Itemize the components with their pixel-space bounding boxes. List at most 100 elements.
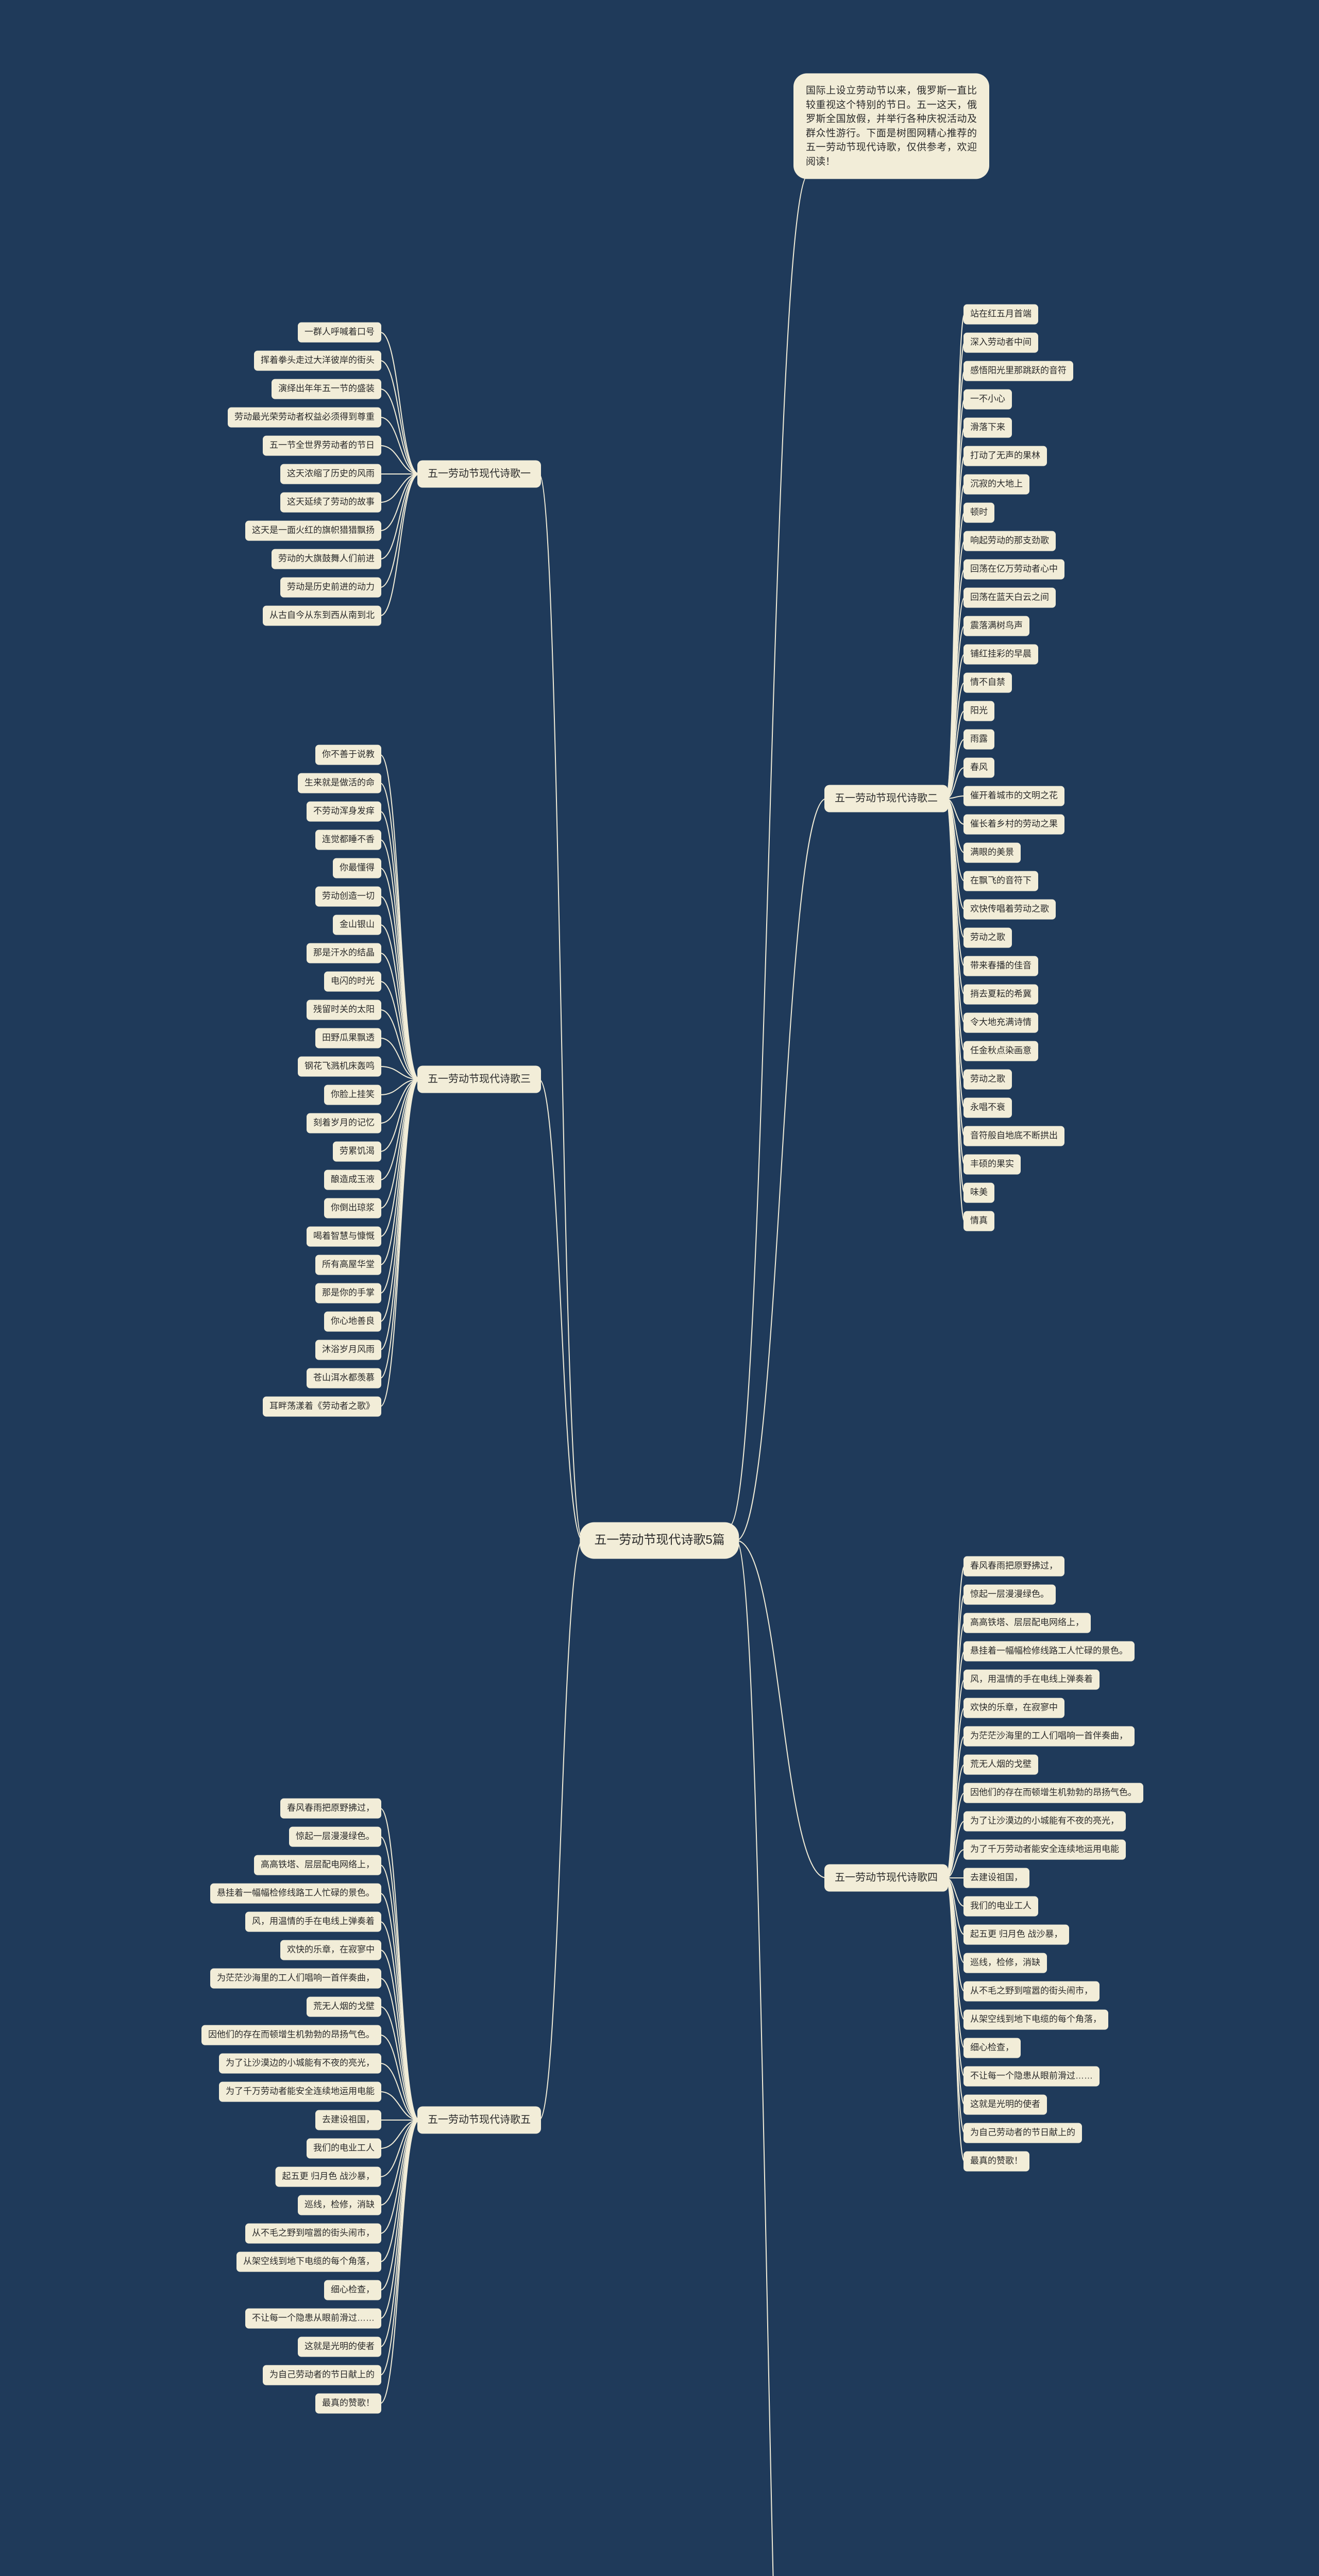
leaf: 劳动之歌 (963, 928, 1012, 948)
leaf: 细心检查， (963, 2038, 1021, 2058)
leaf: 演绎出年年五一节的盛装 (272, 379, 381, 399)
leaf: 从古自今从东到西从南到北 (263, 606, 381, 626)
leaf: 为了让沙漠边的小城能有不夜的亮光， (963, 1811, 1126, 1832)
leaf: 因他们的存在而顿增生机勃勃的昂扬气色。 (963, 1783, 1143, 1803)
leaf: 酿造成玉液 (324, 1170, 381, 1190)
leaf: 春风 (963, 758, 994, 778)
leaf: 从不毛之野到喧嚣的街头闹市， (245, 2224, 381, 2244)
leaf: 刻着岁月的记忆 (307, 1113, 381, 1133)
leaf: 滑落下来 (963, 418, 1012, 438)
leaf: 满眼的美景 (963, 843, 1021, 863)
leaf: 永唱不衰 (963, 1098, 1012, 1118)
leaf: 带来春播的佳音 (963, 956, 1038, 976)
leaf: 一不小心 (963, 389, 1012, 410)
leaf: 不让每一个隐患从眼前滑过…… (245, 2309, 381, 2329)
leaf: 震落满树鸟声 (963, 616, 1029, 636)
leaf: 从不毛之野到喧嚣的街头闹市， (963, 1981, 1100, 2002)
leaf: 雨露 (963, 730, 994, 750)
leaf: 春风春雨把原野拂过， (963, 1556, 1064, 1577)
leaf: 音符般自地底不断拱出 (963, 1126, 1064, 1146)
leaf: 劳动创造一切 (315, 887, 381, 907)
leaf: 催开着城市的文明之花 (963, 786, 1064, 806)
leaf: 沉寂的大地上 (963, 474, 1029, 495)
leaf: 细心检查， (324, 2280, 381, 2300)
leaf: 风，用温情的手在电线上弹奏着 (963, 1670, 1100, 1690)
leaf: 为茫茫沙海里的工人们唱响一首伴奏曲， (963, 1726, 1135, 1747)
leaf: 你最懂得 (333, 858, 381, 878)
leaf: 五一节全世界劳动者的节日 (263, 436, 381, 456)
leaf: 为自己劳动者的节日献上的 (963, 2123, 1082, 2143)
leaf: 你脸上挂笑 (324, 1085, 381, 1105)
leaf: 惊起一层漫漫绿色。 (289, 1827, 381, 1847)
leaf: 苍山洱水都羡慕 (307, 1368, 381, 1388)
leaf: 起五更 归月色 战沙暴， (963, 1925, 1069, 1945)
leaf: 喝着智慧与慷慨 (307, 1227, 381, 1247)
leaf: 荒无人烟的戈壁 (307, 1997, 381, 2017)
leaf: 不让每一个隐患从眼前滑过…… (963, 2066, 1100, 2087)
center-node: 五一劳动节现代诗歌5篇 (580, 1522, 739, 1559)
leaf: 挥着拳头走过大洋彼岸的街头 (254, 351, 381, 371)
leaf: 起五更 归月色 战沙暴， (276, 2167, 381, 2187)
branch-b3: 五一劳动节现代诗歌三 (417, 1066, 541, 1093)
leaf: 最真的赞歌！ (315, 2394, 381, 2414)
branch-b1: 五一劳动节现代诗歌一 (417, 461, 541, 488)
leaf: 从架空线到地下电缆的每个角落， (963, 2010, 1108, 2030)
leaf: 不劳动浑身发痒 (307, 802, 381, 822)
leaf: 味美 (963, 1183, 994, 1203)
leaf: 捎去夏耘的希冀 (963, 985, 1038, 1005)
leaf: 去建设祖国， (963, 1868, 1029, 1888)
leaf: 风，用温情的手在电线上弹奏着 (245, 1912, 381, 1932)
leaf: 沐浴岁月风雨 (315, 1340, 381, 1360)
leaf: 你不善于说教 (315, 745, 381, 765)
leaf: 为自己劳动者的节日献上的 (263, 2365, 381, 2385)
leaf: 惊起一层漫漫绿色。 (963, 1585, 1056, 1605)
leaf: 为了让沙漠边的小城能有不夜的亮光， (219, 2054, 381, 2074)
leaf: 情不自禁 (963, 673, 1012, 693)
leaf: 响起劳动的那支劲歌 (963, 531, 1056, 551)
leaf: 这就是光明的使者 (298, 2337, 381, 2357)
leaf: 我们的电业工人 (963, 1896, 1038, 1917)
leaf: 这天浓缩了历史的风雨 (280, 464, 381, 484)
leaf: 欢快的乐章，在寂寥中 (280, 1940, 381, 1960)
leaf: 悬挂着一幅幅检修线路工人忙碌的景色。 (963, 1641, 1135, 1662)
leaf: 电闪的时光 (324, 972, 381, 992)
leaf: 这天是一面火红的旗帜猎猎飘扬 (245, 521, 381, 541)
leaf: 感悟阳光里那跳跃的音符 (963, 361, 1073, 381)
leaf: 站在红五月首端 (963, 304, 1038, 325)
leaf: 劳动最光荣劳动者权益必须得到尊重 (228, 408, 381, 428)
leaf: 巡线，检修，消缺 (298, 2195, 381, 2215)
leaf: 那是你的手掌 (315, 1283, 381, 1303)
leaf: 为茫茫沙海里的工人们唱响一首伴奏曲， (210, 1969, 381, 1989)
leaf: 从架空线到地下电缆的每个角落， (236, 2252, 381, 2272)
leaf: 阳光 (963, 701, 994, 721)
leaf: 劳累饥渴 (333, 1142, 381, 1162)
leaf: 生来就是做活的命 (298, 773, 381, 793)
leaf: 耳畔荡漾着《劳动者之歌》 (263, 1397, 381, 1417)
leaf: 劳动是历史前进的动力 (280, 578, 381, 598)
leaf: 我们的电业工人 (307, 2139, 381, 2159)
leaf: 你心地善良 (324, 1312, 381, 1332)
leaf: 这天延续了劳动的故事 (280, 493, 381, 513)
leaf: 悬挂着一幅幅检修线路工人忙碌的景色。 (210, 1884, 381, 1904)
leaf: 春风春雨把原野拂过， (280, 1799, 381, 1819)
leaf: 欢快传唱着劳动之歌 (963, 900, 1056, 920)
leaf: 欢快的乐章，在寂寥中 (963, 1698, 1064, 1718)
leaf: 所有高屋华堂 (315, 1255, 381, 1275)
leaf: 因他们的存在而顿增生机勃勃的昂扬气色。 (201, 2025, 381, 2045)
branch-b5: 五一劳动节现代诗歌五 (417, 2107, 541, 2134)
leaf: 令大地充满诗情 (963, 1013, 1038, 1033)
leaf: 催长着乡村的劳动之果 (963, 815, 1064, 835)
edge-layer (0, 0, 1319, 2576)
leaf: 连觉都睡不香 (315, 830, 381, 850)
leaf: 回荡在亿万劳动者心中 (963, 560, 1064, 580)
intro-node: 国际上设立劳动节以来，俄罗斯一直比较重视这个特别的节日。五一这天，俄罗斯全国放假… (793, 73, 989, 179)
leaf: 去建设祖国， (315, 2110, 381, 2130)
leaf: 为了千万劳动者能安全连续地运用电能 (963, 1840, 1126, 1860)
leaf: 打动了无声的果林 (963, 446, 1047, 466)
leaf: 回荡在蓝天白云之间 (963, 588, 1056, 608)
leaf: 残留时关的太阳 (307, 1000, 381, 1020)
branch-b4: 五一劳动节现代诗歌四 (824, 1865, 948, 1892)
leaf: 劳动的大旗鼓舞人们前进 (272, 549, 381, 569)
leaf: 这就是光明的使者 (963, 2095, 1047, 2115)
leaf: 田野瓜果飘透 (315, 1028, 381, 1048)
